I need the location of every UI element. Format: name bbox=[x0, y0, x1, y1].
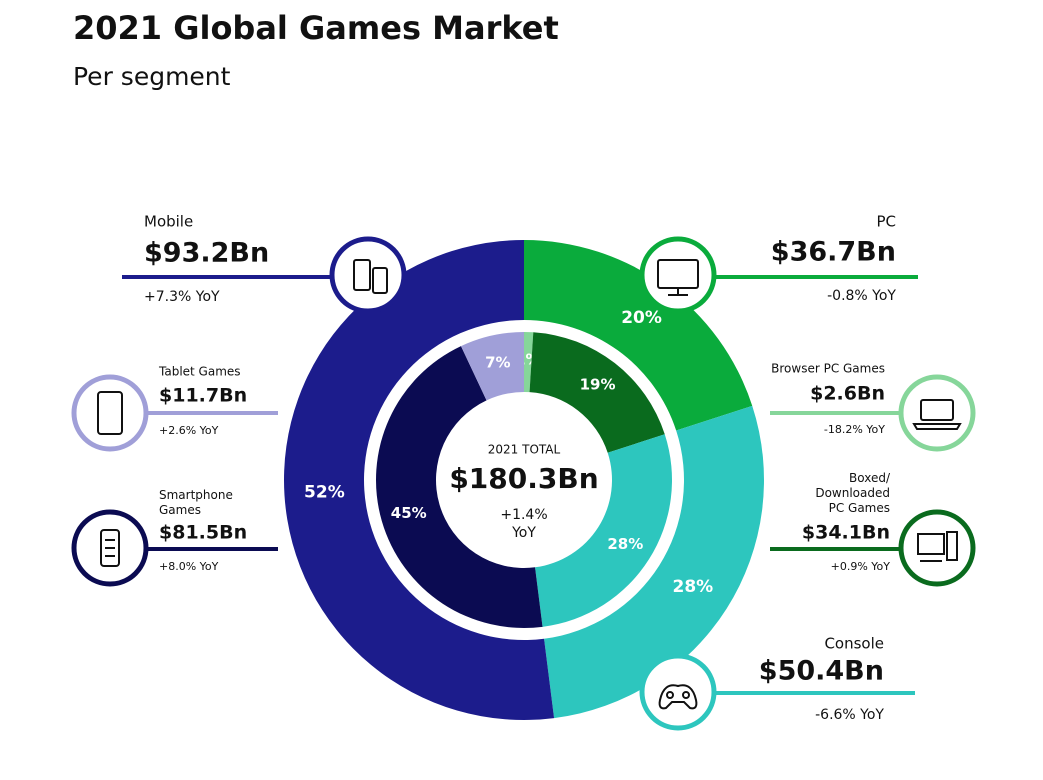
donut-slice bbox=[460, 332, 524, 401]
segment-value: $11.7Bn bbox=[159, 385, 247, 407]
segment-change: +8.0% YoY bbox=[159, 560, 219, 573]
donut-slice bbox=[284, 240, 555, 720]
donut-slice bbox=[524, 332, 534, 393]
segment-change: -0.8% YoY bbox=[827, 288, 896, 304]
tablet-icon bbox=[97, 391, 123, 435]
segment-value: $34.1Bn bbox=[802, 522, 890, 544]
center-value: $180.3Bn bbox=[449, 462, 598, 495]
chart-title: 2021 Global Games Market bbox=[73, 9, 559, 47]
smartphone-icon bbox=[100, 529, 120, 567]
slice-label: 28% bbox=[673, 577, 714, 597]
icon-circle bbox=[898, 509, 976, 587]
segment-change: +0.9% YoY bbox=[831, 560, 891, 573]
icon-circle bbox=[898, 374, 976, 452]
segment-value: $93.2Bn bbox=[144, 238, 269, 269]
segment-change: +2.6% YoY bbox=[159, 424, 219, 437]
segment-name: PC bbox=[876, 213, 896, 231]
slice-label: 52% bbox=[304, 483, 345, 503]
center-label: 2021 TOTAL bbox=[488, 443, 561, 457]
segment-name: Boxed/Downloaded PC Games bbox=[815, 471, 891, 515]
segment-name: Smartphone Games bbox=[159, 488, 233, 517]
slice-label: 19% bbox=[580, 376, 616, 394]
center-change-unit: YoY bbox=[511, 525, 536, 541]
segment-value: $81.5Bn bbox=[159, 522, 247, 544]
segment-change: +7.3% YoY bbox=[144, 289, 220, 305]
slice-label: 45% bbox=[391, 504, 427, 522]
icon-circle bbox=[71, 374, 149, 452]
icon-circle bbox=[329, 236, 407, 314]
donut-slice bbox=[544, 405, 764, 719]
slice-label: 28% bbox=[607, 535, 643, 553]
segment-change: -18.2% YoY bbox=[824, 423, 885, 436]
segment-value: $36.7Bn bbox=[771, 237, 896, 268]
segment-change: -6.6% YoY bbox=[815, 707, 884, 723]
segment-name: Browser PC Games bbox=[771, 362, 885, 376]
segment-value: $50.4Bn bbox=[759, 656, 884, 687]
pc-icon bbox=[657, 259, 699, 296]
donut-slice bbox=[535, 434, 672, 627]
slice-label: 7% bbox=[485, 353, 510, 371]
console-icon bbox=[658, 684, 698, 710]
donut-slice bbox=[529, 332, 665, 453]
slice-label: 20% bbox=[621, 308, 662, 328]
donut-slice bbox=[524, 240, 753, 431]
segment-name: Console bbox=[824, 635, 884, 653]
mobile-icon bbox=[353, 259, 388, 294]
chart-subtitle: Per segment bbox=[73, 62, 231, 91]
donut-slice bbox=[376, 346, 543, 628]
icon-circle bbox=[639, 653, 717, 731]
segment-value: $2.6Bn bbox=[810, 383, 885, 405]
segment-name: Mobile bbox=[144, 213, 193, 231]
laptop-icon bbox=[912, 399, 962, 430]
center-change: +1.4% bbox=[500, 507, 547, 523]
icon-circle bbox=[639, 236, 717, 314]
icons bbox=[97, 259, 962, 710]
segment-name: Tablet Games bbox=[158, 365, 241, 379]
desktop-icon bbox=[917, 531, 958, 562]
